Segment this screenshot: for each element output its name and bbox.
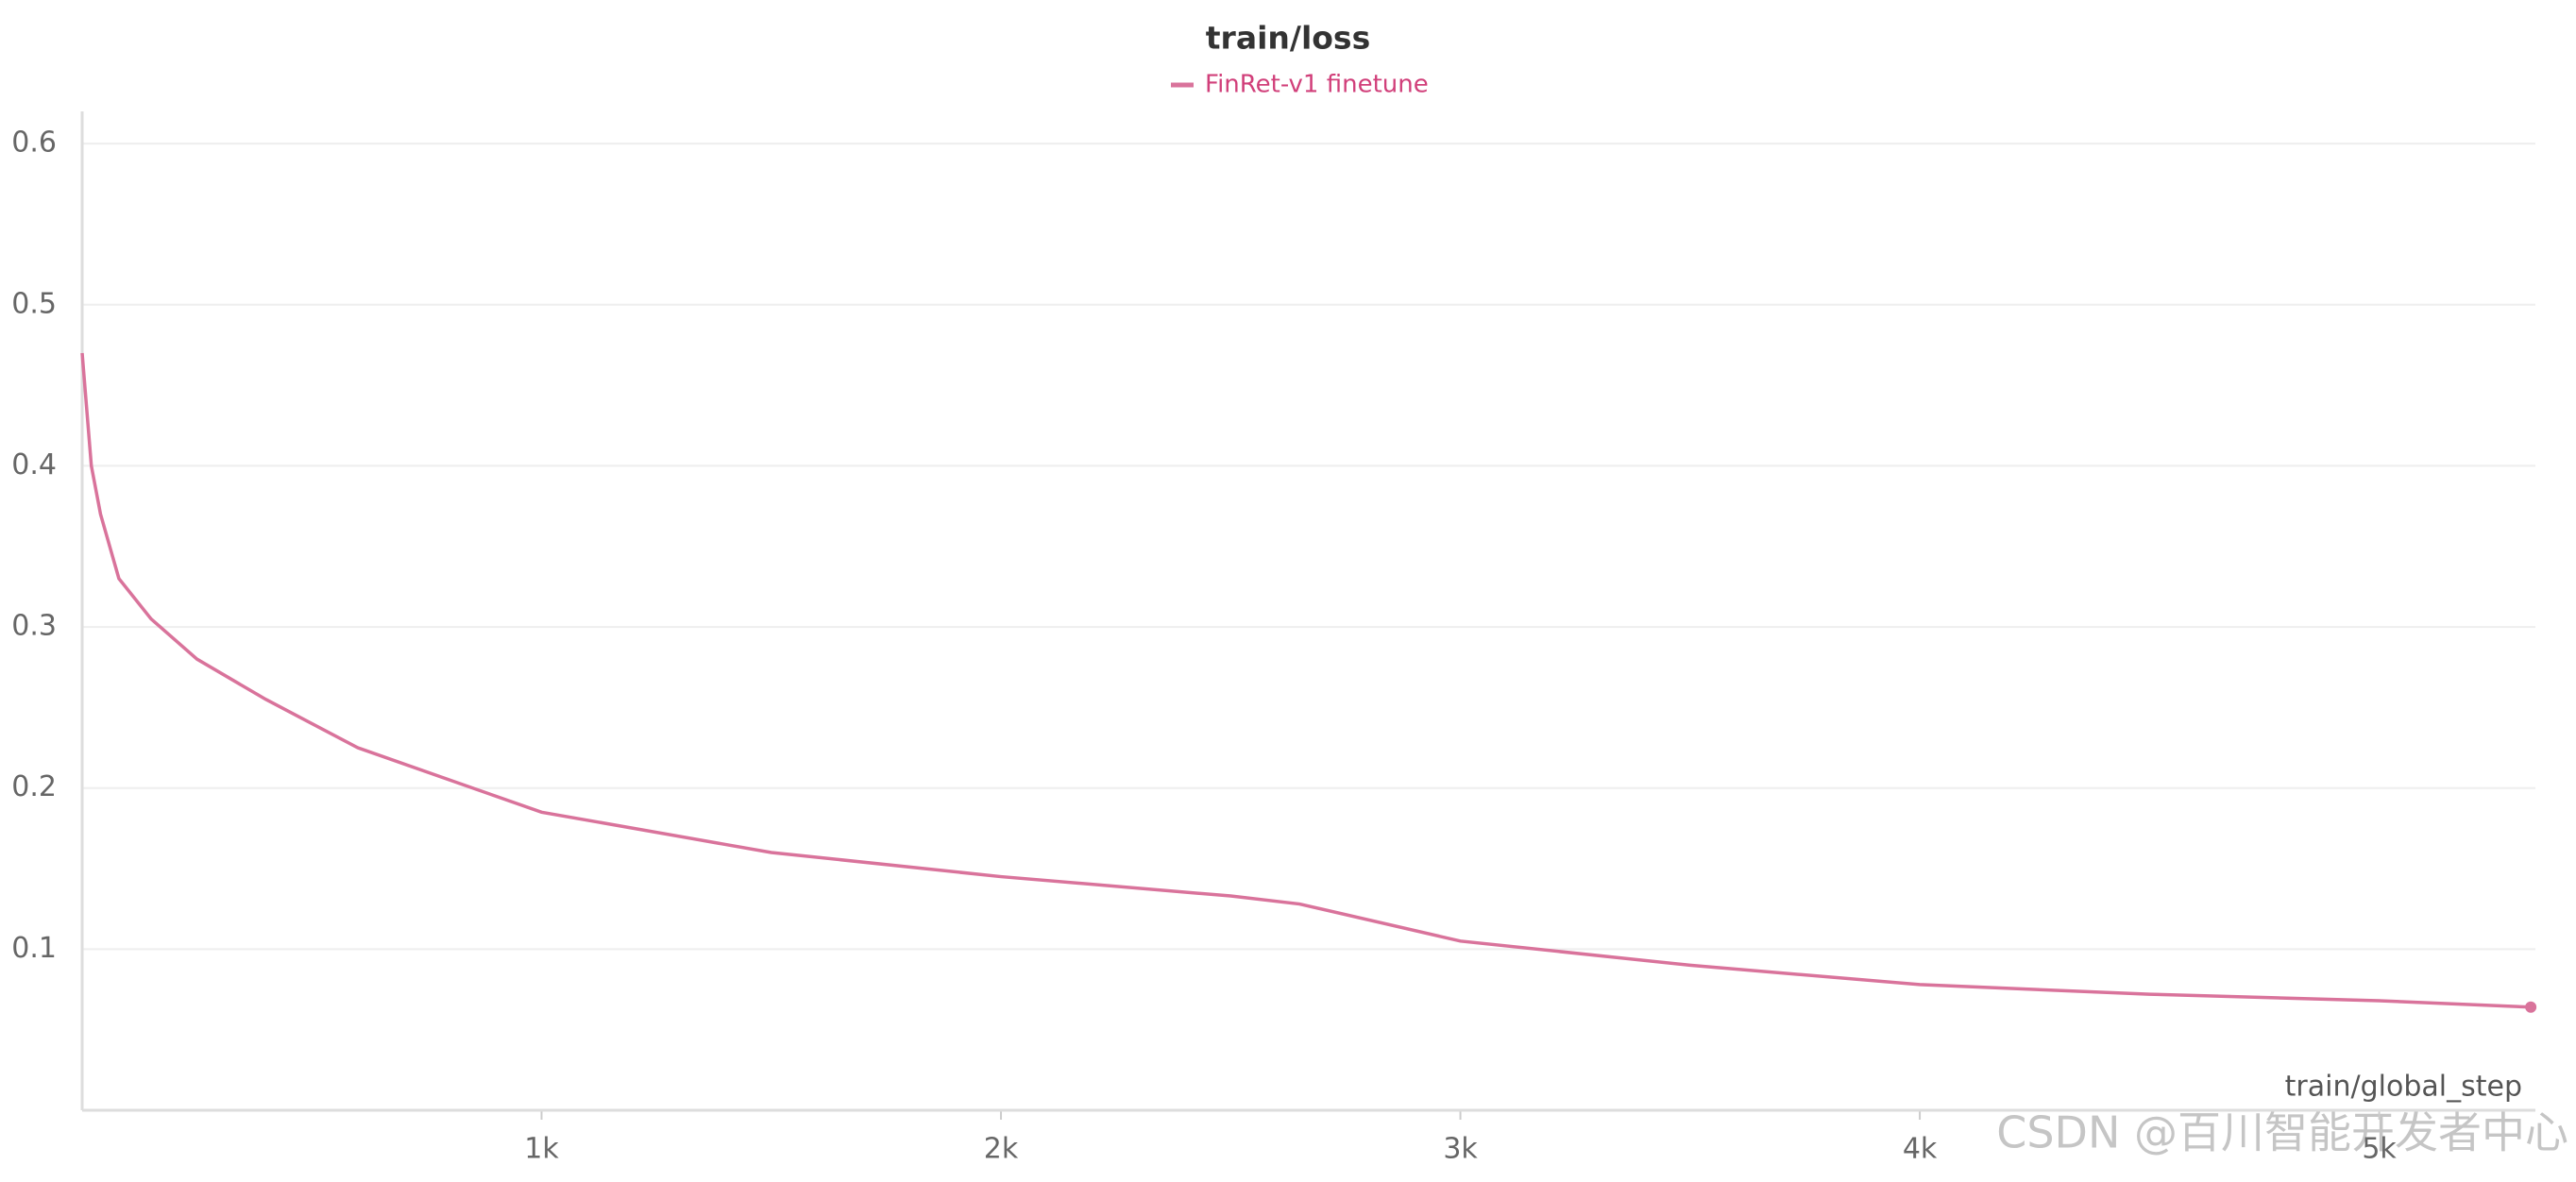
y-tick-label: 0.2 [11,770,57,803]
watermark: CSDN @百川智能开发者中心 [1996,1107,2568,1158]
y-tick-label: 0.4 [11,448,57,481]
y-tick-label: 0.5 [11,287,57,320]
y-tick-label: 0.1 [11,932,57,965]
chart-title: train/loss [1206,20,1370,57]
y-tick-label: 0.3 [11,610,57,643]
loss-line [80,352,2532,1009]
x-axis-label: train/global_step [2285,1071,2522,1104]
x-tick-label: 5k [2362,1133,2397,1166]
end-dot [2525,1001,2537,1013]
x-tick-label: 2k [984,1133,1019,1166]
x-tick-label: 3k [1443,1133,1478,1166]
x-tick-label: 4k [1903,1133,1938,1166]
x-tick-label: 1k [524,1133,559,1166]
legend-label: FinRet-v1 finetune [1205,71,1429,99]
y-tick-label: 0.6 [11,127,57,160]
